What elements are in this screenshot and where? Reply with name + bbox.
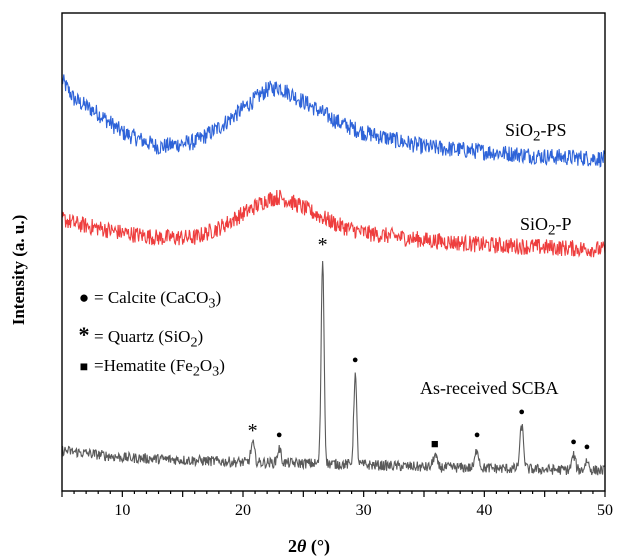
series-layer: [61, 74, 606, 476]
peak-marker-dot: ●: [583, 440, 591, 453]
series-line-1: [61, 189, 606, 258]
series-label-sio2-p: SiO2-P: [520, 214, 572, 239]
legend-calcite: ● = Calcite (CaCO3): [74, 288, 221, 312]
peak-marker-dot: ●: [518, 406, 526, 419]
hematite-square-icon: ■: [79, 360, 89, 375]
peak-marker-star: *: [317, 234, 328, 257]
x-tick-label: 40: [476, 502, 492, 519]
peak-marker-dot: ●: [570, 435, 577, 448]
tick-layer: 10 20 30 40 50: [61, 491, 613, 519]
legend-hematite: ■ =Hematite (Fe2O3): [74, 356, 225, 380]
calcite-dot-icon: ●: [78, 288, 90, 307]
x-tick-label: 30: [356, 502, 372, 519]
y-axis-label: Intensity (a. u.): [9, 214, 28, 326]
plot-frame: [61, 12, 606, 492]
x-tick-label: 20: [235, 502, 251, 519]
x-tick-label: 10: [114, 502, 130, 519]
peak-marker-square: ■: [430, 435, 439, 451]
peak-marker-dot: ●: [473, 429, 481, 442]
series-label-scba: As-received SCBA: [420, 378, 559, 398]
peak-marker-dot: ●: [275, 428, 283, 441]
peak-marker-dot: ●: [351, 353, 359, 366]
x-axis-label: 2θ (°): [287, 536, 331, 556]
legend-quartz: * = Quartz (SiO2): [74, 322, 204, 351]
series-line-2: [61, 260, 606, 476]
series-label-sio2-ps: SiO2-PS: [505, 120, 567, 145]
series-line-0: [61, 74, 606, 168]
peak-marker-star: *: [247, 419, 258, 442]
x-tick-label: 50: [597, 502, 613, 519]
quartz-star-icon: *: [78, 322, 90, 347]
